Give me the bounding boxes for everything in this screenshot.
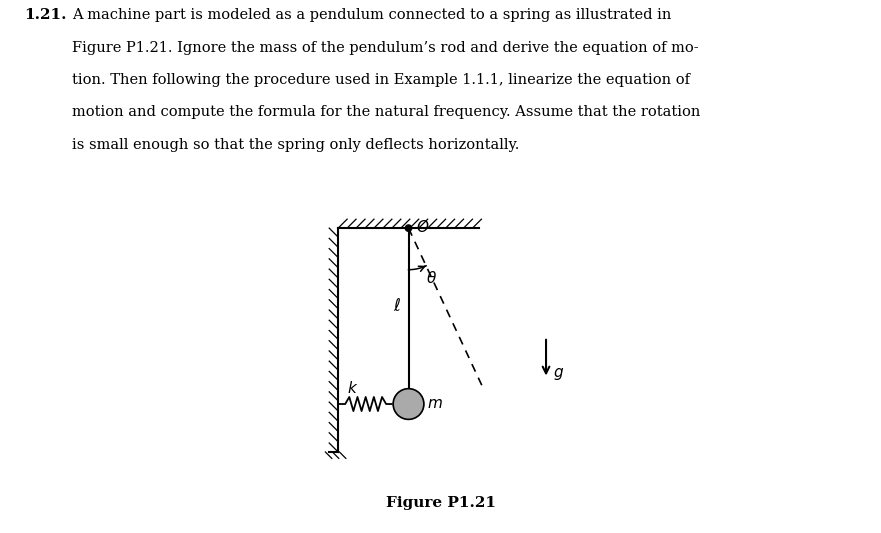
Text: $\theta$: $\theta$ (426, 270, 437, 286)
Text: 1.21.: 1.21. (25, 8, 67, 22)
Circle shape (393, 389, 424, 419)
Text: motion and compute the formula for the natural frequency. Assume that the rotati: motion and compute the formula for the n… (72, 106, 700, 119)
Text: $k$: $k$ (347, 380, 359, 396)
Circle shape (405, 225, 411, 231)
Text: is small enough so that the spring only deflects horizontally.: is small enough so that the spring only … (72, 138, 520, 152)
Text: $\ell$: $\ell$ (393, 298, 402, 315)
Text: Figure P1.21: Figure P1.21 (386, 496, 495, 510)
Text: tion. Then following the procedure used in Example 1.1.1, linearize the equation: tion. Then following the procedure used … (72, 73, 690, 87)
Text: $O$: $O$ (416, 220, 429, 236)
Text: A machine part is modeled as a pendulum connected to a spring as illustrated in: A machine part is modeled as a pendulum … (72, 8, 671, 22)
Text: $g$: $g$ (553, 366, 564, 382)
Text: $m$: $m$ (427, 397, 443, 411)
Text: Figure P1.21. Ignore the mass of the pendulum’s rod and derive the equation of m: Figure P1.21. Ignore the mass of the pen… (72, 41, 699, 54)
